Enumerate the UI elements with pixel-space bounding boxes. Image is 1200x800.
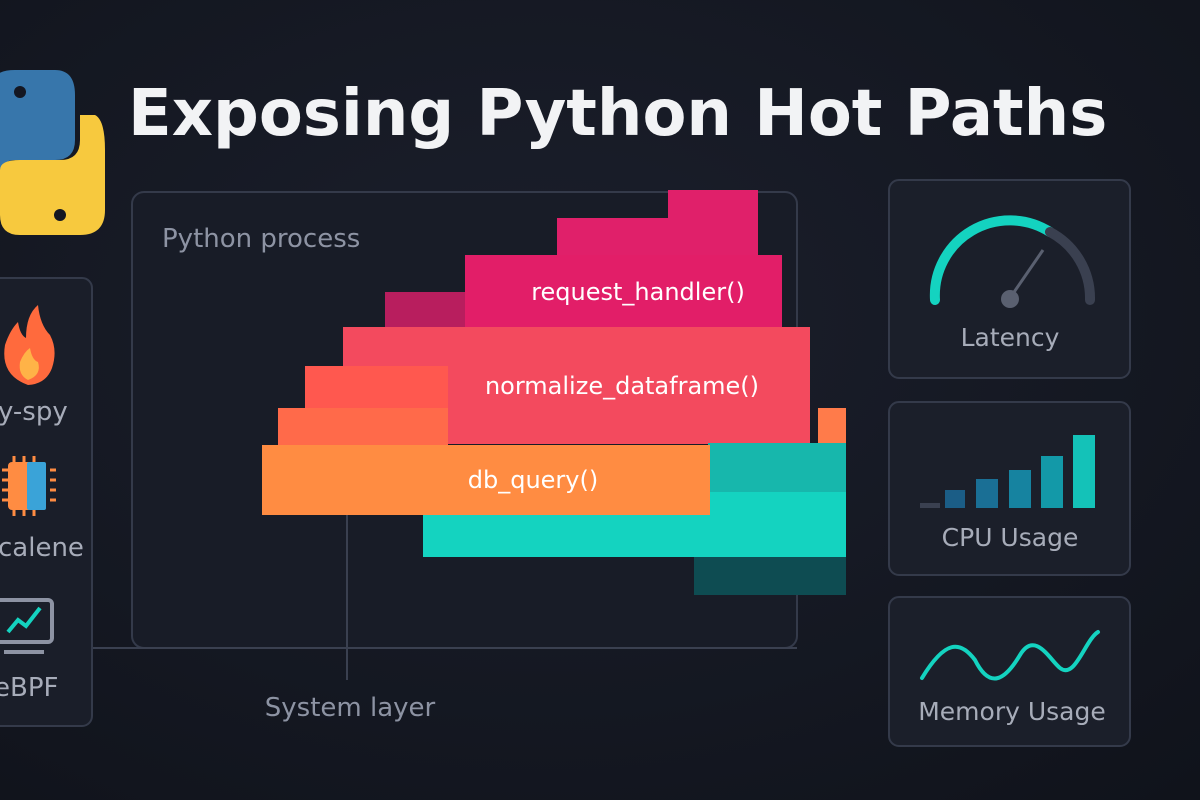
flame-graph [262,190,846,595]
gauge-arc [929,215,1055,305]
title: Exposing Python Hot Paths [128,77,1107,151]
frame-label: db_query() [468,466,598,494]
metric-card [888,179,1131,379]
gauge-track [1045,227,1096,305]
metric-label: Memory Usage [918,697,1106,726]
monitor-icon [0,598,54,654]
python-logo [0,70,105,235]
chip-icon [2,456,56,516]
frame-label: request_handler() [531,278,745,306]
cpu-bars [920,435,1095,508]
system-layer-label: System layer [265,693,436,723]
gauge-hub [1001,290,1019,308]
metric-label: CPU Usage [942,523,1079,552]
tool-label: calene [0,533,84,563]
tool-label: eBPF [0,673,58,703]
gauge-needle [1008,249,1045,299]
memory-wave [920,630,1100,681]
frame-label: normalize_dataframe() [485,372,759,400]
metric-label: Latency [961,323,1060,352]
tool-label: y-spy [0,397,68,427]
flame-icon [4,305,55,385]
process-label: Python process [162,224,360,254]
